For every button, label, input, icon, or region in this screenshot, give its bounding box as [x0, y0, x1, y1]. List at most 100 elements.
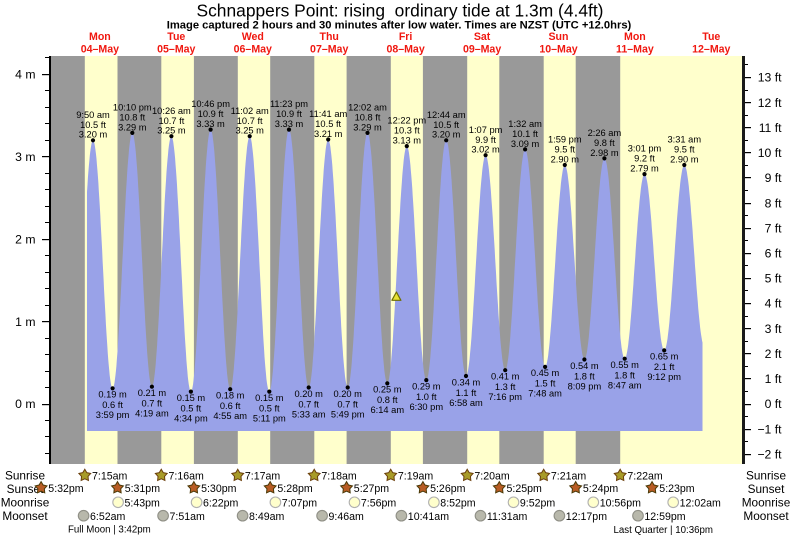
- svg-text:11–May: 11–May: [616, 43, 654, 55]
- svg-text:12:59pm: 12:59pm: [644, 511, 685, 523]
- svg-text:8 ft: 8 ft: [765, 196, 783, 210]
- svg-text:07–May: 07–May: [310, 43, 348, 55]
- svg-text:12–May: 12–May: [692, 43, 730, 55]
- svg-text:8:49am: 8:49am: [249, 511, 285, 523]
- svg-text:5:23pm: 5:23pm: [659, 483, 695, 495]
- svg-text:0.6 ft: 0.6 ft: [220, 401, 241, 411]
- svg-text:5:43pm: 5:43pm: [125, 497, 161, 509]
- svg-text:7:48 am: 7:48 am: [528, 389, 562, 399]
- svg-text:Image captured 2 hours and 30: Image captured 2 hours and 30 minutes af…: [167, 20, 632, 32]
- svg-text:10:41am: 10:41am: [408, 511, 449, 523]
- svg-text:5:27pm: 5:27pm: [354, 483, 390, 495]
- svg-text:9:52pm: 9:52pm: [520, 497, 556, 509]
- svg-text:11:23 pm: 11:23 pm: [270, 99, 308, 109]
- svg-text:Last Quarter | 10:36pm: Last Quarter | 10:36pm: [614, 525, 713, 536]
- svg-text:5 ft: 5 ft: [765, 272, 783, 286]
- svg-text:5:25pm: 5:25pm: [507, 483, 543, 495]
- svg-text:1:59 pm: 1:59 pm: [548, 135, 582, 145]
- svg-text:11:31am: 11:31am: [487, 511, 528, 523]
- svg-text:05–May: 05–May: [157, 43, 195, 55]
- svg-text:8:47 am: 8:47 am: [608, 381, 642, 391]
- svg-text:−1 ft: −1 ft: [757, 422, 782, 436]
- svg-text:9.8 ft: 9.8 ft: [594, 138, 615, 148]
- svg-text:9.5 ft: 9.5 ft: [554, 145, 575, 155]
- svg-text:10.3 ft: 10.3 ft: [394, 126, 420, 136]
- svg-text:2.90 m: 2.90 m: [670, 154, 699, 164]
- svg-text:6:30 pm: 6:30 pm: [410, 402, 444, 412]
- svg-text:0.21 m: 0.21 m: [138, 388, 167, 398]
- svg-text:2.90 m: 2.90 m: [551, 154, 580, 164]
- svg-text:8:09 pm: 8:09 pm: [568, 381, 602, 391]
- svg-text:0.25 m: 0.25 m: [373, 385, 402, 395]
- svg-text:0.7 ft: 0.7 ft: [337, 399, 358, 409]
- svg-text:5:33 am: 5:33 am: [292, 409, 326, 419]
- svg-text:Sunrise: Sunrise: [5, 469, 45, 483]
- svg-text:3.33 m: 3.33 m: [275, 119, 304, 129]
- svg-text:Moonrise: Moonrise: [1, 495, 50, 509]
- svg-text:3 m: 3 m: [15, 150, 35, 164]
- svg-text:Wed: Wed: [242, 31, 264, 43]
- svg-text:0.41 m: 0.41 m: [491, 372, 520, 382]
- svg-text:10.9 ft: 10.9 ft: [276, 109, 302, 119]
- svg-text:5:31pm: 5:31pm: [125, 483, 161, 495]
- svg-text:0.19 m: 0.19 m: [98, 390, 127, 400]
- svg-text:10:46 pm: 10:46 pm: [191, 99, 230, 109]
- svg-text:10.9 ft: 10.9 ft: [198, 109, 224, 119]
- svg-text:1 m: 1 m: [15, 315, 35, 329]
- svg-text:7:16 pm: 7:16 pm: [488, 392, 522, 402]
- svg-text:0.55 m: 0.55 m: [610, 360, 639, 370]
- svg-text:12 ft: 12 ft: [758, 96, 782, 110]
- svg-text:9 ft: 9 ft: [765, 171, 783, 185]
- svg-text:7:07pm: 7:07pm: [282, 497, 318, 509]
- svg-text:6:14 am: 6:14 am: [371, 405, 405, 415]
- svg-text:2:26 am: 2:26 am: [588, 128, 622, 138]
- svg-text:Mon: Mon: [624, 31, 646, 43]
- svg-text:Schnappers Point: rising ordi: Schnappers Point: rising ordinary tide a…: [197, 1, 604, 21]
- svg-text:5:30pm: 5:30pm: [201, 483, 237, 495]
- svg-text:1.8 ft: 1.8 ft: [574, 371, 595, 381]
- svg-text:7 ft: 7 ft: [765, 221, 783, 235]
- svg-text:7:15am: 7:15am: [92, 471, 128, 483]
- svg-text:0.15 m: 0.15 m: [177, 393, 206, 403]
- svg-text:10.8 ft: 10.8 ft: [355, 113, 381, 123]
- svg-text:12:17pm: 12:17pm: [566, 511, 607, 523]
- svg-text:4:55 am: 4:55 am: [213, 411, 247, 421]
- svg-text:Moonset: Moonset: [743, 509, 789, 523]
- svg-text:3.33 m: 3.33 m: [196, 119, 225, 129]
- svg-text:1.1 ft: 1.1 ft: [456, 388, 477, 398]
- svg-text:08–May: 08–May: [386, 43, 424, 55]
- svg-text:7:21am: 7:21am: [551, 471, 587, 483]
- svg-text:1:07 pm: 1:07 pm: [469, 125, 503, 135]
- svg-text:6:22pm: 6:22pm: [203, 497, 239, 509]
- svg-text:2.79 m: 2.79 m: [630, 164, 659, 174]
- svg-text:9:50 am: 9:50 am: [76, 110, 110, 120]
- svg-text:10.7 ft: 10.7 ft: [237, 116, 263, 126]
- svg-text:10:56pm: 10:56pm: [600, 497, 641, 509]
- svg-text:2 ft: 2 ft: [765, 347, 783, 361]
- svg-text:3.20 m: 3.20 m: [79, 130, 108, 140]
- svg-text:Mon: Mon: [89, 31, 111, 43]
- svg-text:4 m: 4 m: [15, 68, 35, 82]
- svg-text:0.15 m: 0.15 m: [255, 393, 284, 403]
- svg-text:Sunset: Sunset: [748, 482, 785, 496]
- svg-text:Tue: Tue: [167, 31, 185, 43]
- svg-text:5:28pm: 5:28pm: [277, 483, 313, 495]
- svg-text:5:26pm: 5:26pm: [430, 483, 466, 495]
- svg-text:3.29 m: 3.29 m: [118, 122, 147, 132]
- svg-text:9:46am: 9:46am: [329, 511, 365, 523]
- svg-text:10–May: 10–May: [539, 43, 577, 55]
- svg-text:5:49 pm: 5:49 pm: [331, 409, 365, 419]
- svg-text:0.5 ft: 0.5 ft: [181, 403, 202, 413]
- svg-text:2 m: 2 m: [15, 232, 35, 246]
- svg-text:9.5 ft: 9.5 ft: [674, 145, 695, 155]
- svg-text:0.34 m: 0.34 m: [452, 377, 481, 387]
- svg-text:10.1 ft: 10.1 ft: [512, 129, 538, 139]
- svg-text:11:41 am: 11:41 am: [309, 109, 347, 119]
- svg-text:0.18 m: 0.18 m: [216, 391, 245, 401]
- svg-text:10.7 ft: 10.7 ft: [158, 116, 184, 126]
- svg-text:Sat: Sat: [474, 31, 491, 43]
- svg-text:2.98 m: 2.98 m: [590, 148, 619, 158]
- svg-text:3.13 m: 3.13 m: [393, 136, 422, 146]
- svg-text:10:10 pm: 10:10 pm: [113, 103, 152, 113]
- svg-text:7:20am: 7:20am: [474, 471, 510, 483]
